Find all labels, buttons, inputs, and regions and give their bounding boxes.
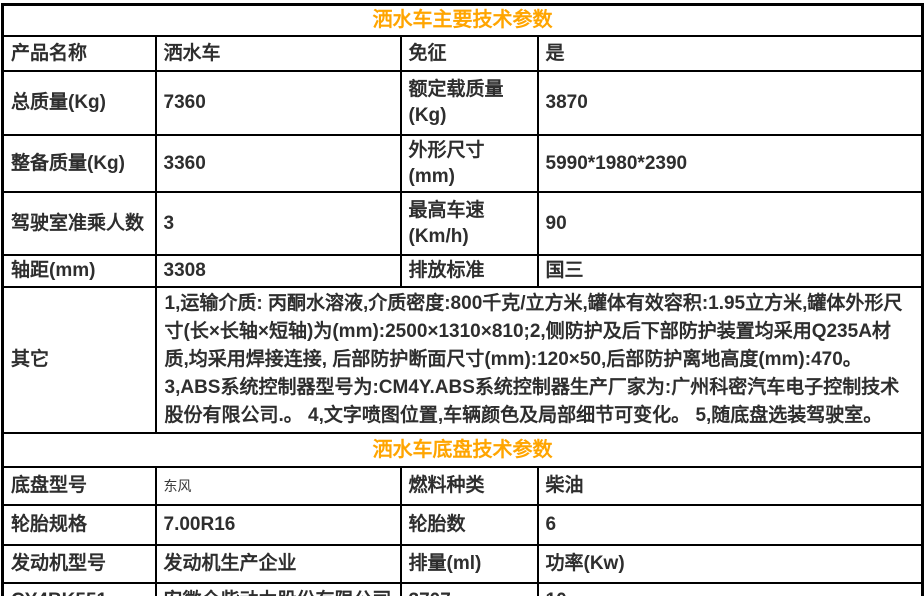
- wheelbase-label: 轴距(mm): [1, 254, 157, 289]
- tax-exempt-label: 免征: [399, 35, 539, 72]
- max-speed-value: 90: [536, 191, 924, 257]
- curb-weight-value: 3360: [154, 133, 402, 194]
- cab-seating-label: 驾驶室准乘人数: [1, 191, 157, 257]
- section2-title: 洒水车底盘技术参数: [1, 432, 924, 469]
- chassis-model-label: 底盘型号: [1, 466, 157, 507]
- table-row: 总质量(Kg) 7360 额定载质量(Kg) 3870: [1, 70, 924, 136]
- section2-title-row: 洒水车底盘技术参数: [1, 432, 924, 469]
- table-row: 产品名称 洒水车 免征 是: [1, 35, 924, 72]
- emission-standard-value: 国三: [536, 254, 924, 289]
- fuel-type-label: 燃料种类: [399, 466, 539, 507]
- chassis-model-value: 东风: [154, 466, 402, 507]
- fuel-type-value: 柴油: [536, 466, 924, 507]
- rated-load-label: 额定载质量(Kg): [399, 70, 539, 136]
- table-row: 发动机型号 发动机生产企业 排量(ml) 功率(Kw): [1, 544, 924, 585]
- wheelbase-value: 3308: [154, 254, 402, 289]
- dimensions-label: 外形尺寸(mm): [399, 133, 539, 194]
- total-mass-label: 总质量(Kg): [1, 70, 157, 136]
- table-row: CY4BK551 安徽全柴动力股份有限公司 3707 10: [1, 582, 924, 596]
- total-mass-value: 7360: [154, 70, 402, 136]
- table-row: 整备质量(Kg) 3360 外形尺寸(mm) 5990*1980*2390: [1, 133, 924, 194]
- power-value: 10: [536, 582, 924, 596]
- engine-model-label: 发动机型号: [1, 544, 157, 585]
- product-name-label: 产品名称: [1, 35, 157, 72]
- other-description-text: 1,运输介质: 丙酮水溶液,介质密度:800千克/立方米,罐体有效容积:1.95…: [154, 286, 924, 435]
- cab-seating-value: 3: [154, 191, 402, 257]
- table-row: 轴距(mm) 3308 排放标准 国三: [1, 254, 924, 289]
- tire-count-value: 6: [536, 504, 924, 547]
- engine-manufacturer-value: 安徽全柴动力股份有限公司: [154, 582, 402, 596]
- table-row: 轮胎规格 7.00R16 轮胎数 6: [1, 504, 924, 547]
- displacement-value: 3707: [399, 582, 539, 596]
- section1-title: 洒水车主要技术参数: [1, 3, 924, 37]
- engine-model-value: CY4BK551: [1, 582, 157, 596]
- other-row: 其它 1,运输介质: 丙酮水溶液,介质密度:800千克/立方米,罐体有效容积:1…: [1, 286, 924, 435]
- other-label: 其它: [1, 286, 157, 435]
- tire-spec-value: 7.00R16: [154, 504, 402, 547]
- dimensions-value: 5990*1980*2390: [536, 133, 924, 194]
- displacement-label: 排量(ml): [399, 544, 539, 585]
- table-row: 底盘型号 东风 燃料种类 柴油: [1, 466, 924, 507]
- sprinkler-truck-spec-table: 洒水车主要技术参数 产品名称 洒水车 免征 是 总质量(Kg) 7360 额定载…: [1, 3, 924, 596]
- section1-title-row: 洒水车主要技术参数: [1, 3, 924, 37]
- product-name-value: 洒水车: [154, 35, 402, 72]
- power-label: 功率(Kw): [536, 544, 924, 585]
- rated-load-value: 3870: [536, 70, 924, 136]
- engine-manufacturer-label: 发动机生产企业: [154, 544, 402, 585]
- tax-exempt-value: 是: [536, 35, 924, 72]
- tire-spec-label: 轮胎规格: [1, 504, 157, 547]
- tire-count-label: 轮胎数: [399, 504, 539, 547]
- emission-standard-label: 排放标准: [399, 254, 539, 289]
- curb-weight-label: 整备质量(Kg): [1, 133, 157, 194]
- table-row: 驾驶室准乘人数 3 最高车速(Km/h) 90: [1, 191, 924, 257]
- max-speed-label: 最高车速(Km/h): [399, 191, 539, 257]
